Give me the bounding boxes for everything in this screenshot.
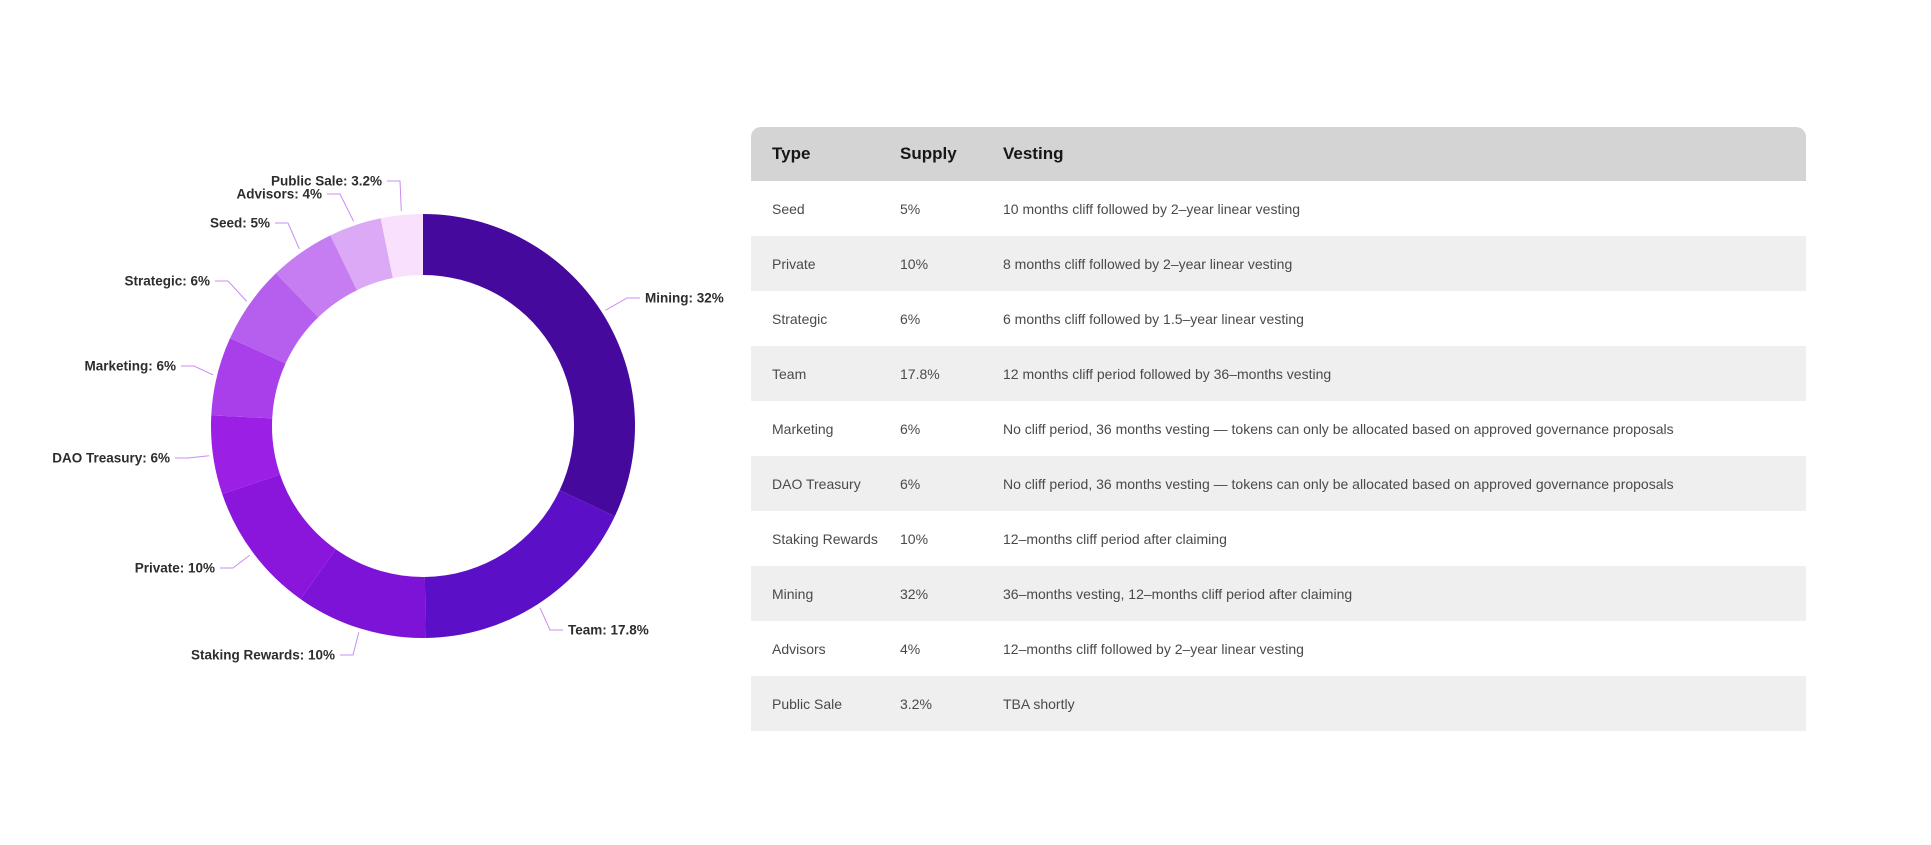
slice-label-marketing: Marketing: 6% (84, 359, 176, 374)
slice-label-staking-rewards: Staking Rewards: 10% (191, 648, 335, 663)
label-line-seed (275, 222, 300, 250)
cell-vesting: 12–months cliff followed by 2–year linea… (1003, 640, 1304, 657)
label-line-marketing (181, 365, 214, 376)
cell-supply: 10% (900, 530, 929, 547)
donut-slice-marketing[interactable] (211, 338, 286, 419)
cell-supply: 6% (900, 420, 921, 437)
table-row-marketing: Marketing 6% No cliff period, 36 months … (751, 401, 1806, 456)
donut-slice-strategic[interactable] (230, 273, 319, 364)
table-row-strategic: Strategic 6% 6 months cliff followed by … (751, 291, 1806, 346)
slice-label-strategic: Strategic: 6% (124, 274, 210, 289)
table-header-row: Type Supply Vesting (751, 127, 1806, 181)
cell-supply: 32% (900, 585, 929, 602)
table-row-dao-treasury: DAO Treasury 6% No cliff period, 36 mont… (751, 456, 1806, 511)
cell-supply: 6% (900, 310, 921, 327)
cell-vesting: 12–months cliff period after claiming (1003, 530, 1227, 547)
donut-slice-public-sale[interactable] (380, 214, 423, 279)
slice-label-team: Team: 17.8% (568, 623, 649, 638)
label-line-team (539, 607, 563, 631)
table-row-seed: Seed 5% 10 months cliff followed by 2–ye… (751, 181, 1806, 236)
label-line-dao-treasury (175, 455, 210, 459)
cell-supply: 10% (900, 255, 929, 272)
slice-label-seed: Seed: 5% (210, 216, 270, 231)
cell-supply: 4% (900, 640, 921, 657)
cell-vesting: No cliff period, 36 months vesting — tok… (1003, 420, 1674, 437)
column-header-supply: Supply (900, 144, 957, 163)
cell-type: Seed (772, 200, 805, 217)
cell-type: DAO Treasury (772, 475, 861, 492)
label-line-mining (605, 297, 640, 311)
slice-label-private: Private: 10% (135, 561, 215, 576)
cell-vesting: No cliff period, 36 months vesting — tok… (1003, 475, 1674, 492)
slice-label-advisors: Advisors: 4% (236, 187, 322, 202)
donut-slice-staking-rewards[interactable] (300, 549, 426, 638)
cell-type: Marketing (772, 420, 834, 437)
cell-type: Strategic (772, 310, 828, 327)
label-line-strategic (215, 280, 248, 302)
donut-slice-seed[interactable] (275, 235, 357, 318)
cell-vesting: TBA shortly (1003, 695, 1075, 712)
cell-supply: 17.8% (900, 365, 940, 382)
cell-vesting: 8 months cliff followed by 2–year linear… (1003, 255, 1293, 272)
donut-svg: Mining: 32% Team: 17.8% Staking Rewards: 1… (52, 174, 724, 663)
slice-label-mining: Mining: 32% (645, 291, 724, 306)
table-body: Seed 5% 10 months cliff followed by 2–ye… (751, 181, 1806, 731)
label-line-staking-rewards (340, 632, 360, 656)
label-line-public-sale (387, 180, 402, 212)
cell-vesting: 12 months cliff period followed by 36–mo… (1003, 365, 1332, 382)
cell-vesting: 36–months vesting, 12–months cliff perio… (1003, 585, 1353, 602)
donut-slice-dao-treasury[interactable] (210, 415, 280, 495)
cell-type: Advisors (772, 640, 826, 657)
table-row-private: Private 10% 8 months cliff followed by 2… (751, 236, 1806, 291)
column-header-vesting: Vesting (1003, 144, 1064, 163)
cell-vesting: 6 months cliff followed by 1.5–year line… (1003, 310, 1304, 327)
label-line-advisors (327, 193, 355, 222)
donut-slice-private[interactable] (222, 474, 336, 600)
table-row-advisors: Advisors 4% 12–months cliff followed by … (751, 621, 1806, 676)
cell-supply: 5% (900, 200, 921, 217)
table-row-staking-rewards: Staking Rewards 10% 12–months cliff peri… (751, 511, 1806, 566)
cell-type: Public Sale (772, 695, 843, 712)
token-allocation-donut-chart: Mining: 32% Team: 17.8% Staking Rewards: 1… (0, 0, 760, 845)
donut-slice-advisors[interactable] (330, 218, 393, 291)
donut-slice-mining[interactable] (423, 214, 635, 517)
table-row-public-sale: Public Sale 3.2% TBA shortly (751, 676, 1806, 731)
donut-slice-team[interactable] (424, 490, 615, 638)
cell-supply: 3.2% (900, 695, 932, 712)
slice-label-dao-treasury: DAO Treasury: 6% (52, 451, 170, 466)
cell-type: Team (772, 365, 807, 382)
table-row-mining: Mining 32% 36–months vesting, 12–months … (751, 566, 1806, 621)
cell-type: Private (772, 255, 816, 272)
slice-label-public-sale: Public Sale: 3.2% (271, 174, 382, 189)
cell-type: Staking Rewards (772, 530, 878, 547)
column-header-type: Type (772, 144, 811, 163)
cell-supply: 6% (900, 475, 921, 492)
vesting-table: Type Supply Vesting Seed 5% 10 months cl… (751, 127, 1806, 731)
cell-vesting: 10 months cliff followed by 2–year linea… (1003, 200, 1301, 217)
table-row-team: Team 17.8% 12 months cliff period follow… (751, 346, 1806, 401)
cell-type: Mining (772, 585, 814, 602)
label-line-private (220, 554, 251, 569)
